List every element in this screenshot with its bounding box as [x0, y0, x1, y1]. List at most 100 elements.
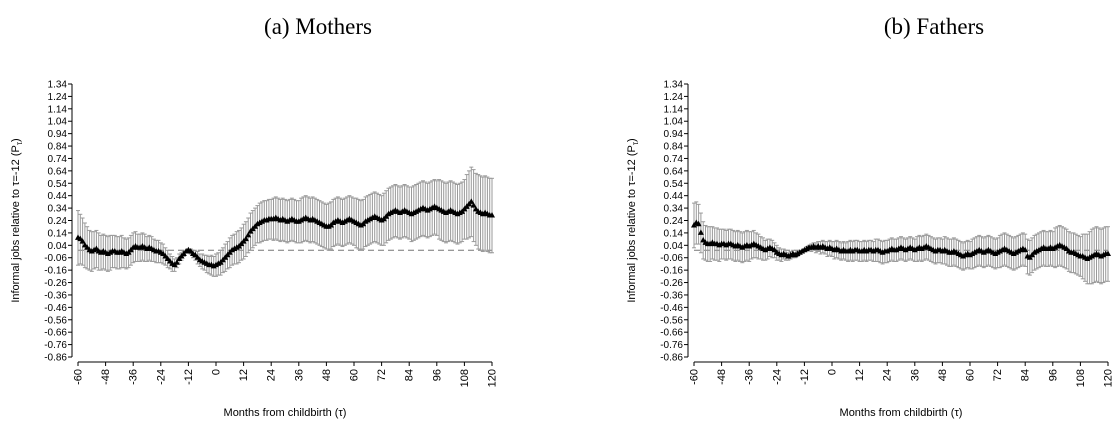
x-tick-label: 36	[909, 369, 921, 381]
x-tick-label: 12	[238, 369, 250, 381]
y-tick-label: -0.36	[44, 290, 67, 301]
x-tick-label: 120	[1103, 369, 1115, 387]
x-tick-label: 24	[882, 369, 894, 381]
y-tick-label: -0.46	[660, 303, 683, 314]
y-axis-label: Informal jobs relative to τ=-12 (Pτ)	[10, 138, 24, 302]
x-tick-label: 48	[321, 369, 333, 381]
x-tick-label: -12	[799, 369, 811, 385]
x-tick-label: -24	[771, 369, 783, 385]
y-tick-label: -0.56	[660, 315, 683, 326]
y-tick-label: -0.06	[660, 253, 683, 264]
y-tick-label: 0.64	[664, 166, 684, 177]
y-tick-label: 1.34	[48, 80, 68, 91]
y-tick-label: 0.74	[48, 154, 68, 165]
y-tick-label: -0.86	[44, 353, 67, 364]
y-axis-label: Informal jobs relative to τ=-12 (Pτ)	[626, 138, 640, 302]
x-tick-label: 84	[1020, 369, 1032, 381]
x-tick-label: -60	[73, 369, 85, 385]
x-tick-label: -24	[155, 369, 167, 385]
y-label-main: Informal jobs relative to τ=-12 (P	[626, 145, 638, 303]
y-tick-label: -0.76	[660, 340, 683, 351]
x-tick-label: -12	[183, 369, 195, 385]
x-tick-label: 120	[487, 369, 499, 387]
panel-title: (b) Fathers	[884, 14, 984, 39]
y-label-main: Informal jobs relative to τ=-12 (P	[10, 145, 22, 303]
x-tick-label: 48	[937, 369, 949, 381]
y-tick-label: 0.14	[664, 228, 684, 239]
y-tick-label: 1.24	[664, 92, 684, 103]
panel-title: (a) Mothers	[264, 14, 372, 39]
x-axis-label: Months from childbirth (τ)	[840, 407, 963, 419]
x-tick-label: 72	[376, 369, 388, 381]
x-tick-label: 108	[459, 369, 471, 387]
x-tick-label: -48	[716, 369, 728, 385]
marker	[695, 220, 702, 227]
y-tick-label: -0.26	[44, 278, 67, 289]
y-tick-label: 0.04	[48, 241, 68, 252]
y-tick-label: 0.44	[664, 191, 684, 202]
marker	[489, 212, 495, 218]
marker	[697, 229, 704, 235]
y-tick-label: 0.54	[48, 179, 68, 190]
x-tick-label: 108	[1075, 369, 1087, 387]
x-tick-label: 60	[965, 369, 977, 381]
y-tick-label: 0.94	[664, 129, 684, 140]
y-tick-label: -0.56	[44, 315, 67, 326]
y-tick-label: -0.76	[44, 340, 67, 351]
x-tick-label: 12	[854, 369, 866, 381]
y-tick-label: -0.66	[44, 328, 67, 339]
y-tick-label: 1.04	[48, 117, 68, 128]
y-tick-label: -0.26	[660, 278, 683, 289]
y-tick-label: -0.06	[44, 253, 67, 264]
x-tick-label: -36	[128, 369, 140, 385]
x-tick-label: 84	[404, 369, 416, 381]
marker	[1022, 246, 1029, 253]
marker	[242, 235, 249, 242]
x-tick-label: -36	[744, 369, 756, 385]
x-tick-label: 0	[827, 369, 839, 375]
marker	[1105, 250, 1111, 257]
marker	[173, 259, 180, 265]
y-tick-label: 0.14	[48, 228, 68, 239]
x-axis-label: Months from childbirth (τ)	[224, 407, 347, 419]
x-tick-label: -60	[689, 369, 701, 385]
y-tick-label: 0.54	[664, 179, 684, 190]
marker	[245, 231, 252, 238]
x-tick-label: 72	[992, 369, 1004, 381]
y-tick-label: 0.84	[48, 142, 68, 153]
y-tick-label: 1.34	[664, 80, 684, 91]
y-tick-label: -0.36	[660, 290, 683, 301]
y-tick-label: 0.04	[664, 241, 684, 252]
marker	[470, 202, 477, 208]
y-tick-label: 0.34	[664, 204, 684, 215]
y-tick-label: 1.04	[664, 117, 684, 128]
marker	[79, 238, 86, 244]
y-tick-label: 0.74	[664, 154, 684, 165]
y-label-sub: τ	[631, 141, 640, 145]
y-tick-label: 0.24	[48, 216, 68, 227]
y-tick-label: 0.94	[48, 129, 68, 140]
y-tick-label: 0.84	[664, 142, 684, 153]
y-tick-label: 0.34	[48, 204, 68, 215]
x-tick-label: 36	[293, 369, 305, 381]
x-tick-label: 24	[266, 369, 278, 381]
y-tick-label: -0.16	[660, 266, 683, 277]
y-tick-label: 1.24	[48, 92, 68, 103]
y-tick-label: 1.14	[664, 104, 684, 115]
panel: (b) Fathers1.341.241.141.040.940.840.740…	[626, 14, 1115, 419]
y-tick-label: -0.46	[44, 303, 67, 314]
x-tick-label: 96	[431, 369, 443, 381]
y-tick-label: 0.44	[48, 191, 68, 202]
x-tick-label: 96	[1047, 369, 1059, 381]
y-label-end: )	[626, 138, 638, 142]
marker	[468, 198, 475, 204]
panel: (a) Mothers1.341.241.141.040.940.840.740…	[10, 14, 499, 419]
y-label-sub: τ	[15, 141, 24, 145]
y-label-end: )	[10, 138, 22, 142]
y-tick-label: -0.86	[660, 353, 683, 364]
y-tick-label: 0.24	[664, 216, 684, 227]
y-tick-label: -0.16	[44, 266, 67, 277]
x-tick-label: 60	[349, 369, 361, 381]
y-tick-label: -0.66	[660, 328, 683, 339]
